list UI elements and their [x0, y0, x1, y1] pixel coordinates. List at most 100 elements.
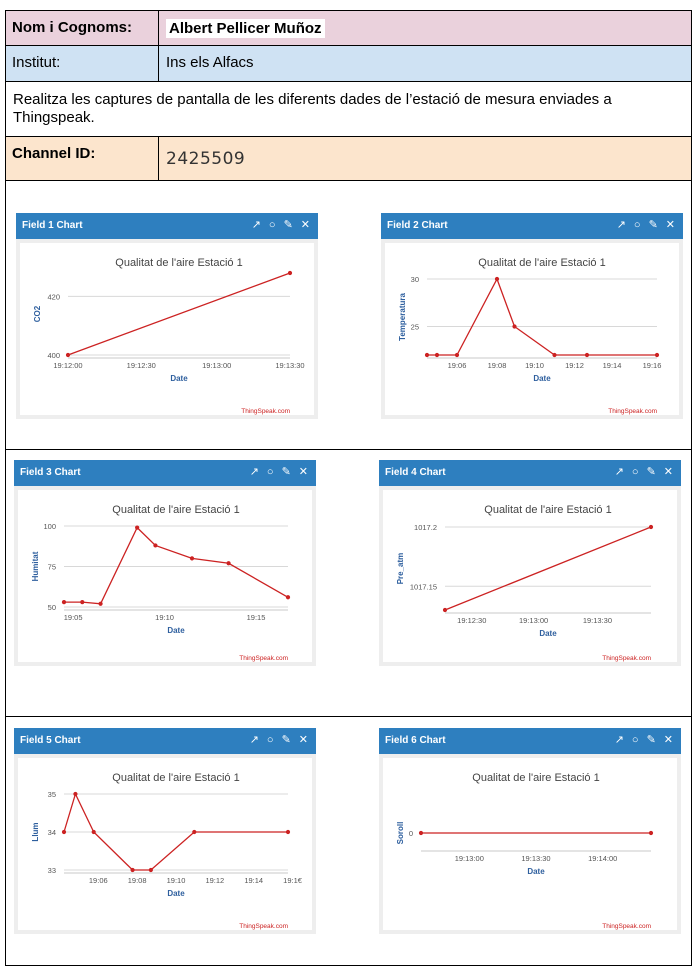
x-tick-label: 19:06: [448, 361, 467, 370]
pencil-icon[interactable]: ✎: [281, 734, 291, 746]
data-point: [552, 352, 557, 358]
data-point: [226, 561, 231, 566]
x-axis-label: Date: [539, 629, 557, 638]
y-axis-label: Soroll: [396, 822, 405, 845]
pencil-icon[interactable]: ✎: [646, 466, 656, 478]
external-link-icon[interactable]: ↗: [614, 734, 624, 746]
widget-title: Field 2 Chart: [387, 220, 448, 231]
x-tick-label: 19:08: [488, 361, 507, 370]
field-3-chart: Qualitat de l'aire Estació 1 50 75 100 19:05…: [31, 504, 291, 662]
channel-value: 2425509: [166, 149, 246, 169]
data-point: [189, 556, 195, 561]
y-tick-label: 1017.2: [414, 523, 437, 532]
x-tick-label: 19:14:00: [588, 854, 617, 863]
series-line: [444, 526, 652, 611]
x-tick-label: 19:1€: [283, 876, 303, 885]
external-link-icon[interactable]: ↗: [614, 466, 624, 478]
x-tick-label: 19:16: [643, 361, 662, 370]
data-point: [434, 352, 440, 358]
data-point: [61, 829, 67, 835]
x-tick-label: 19:13:00: [519, 616, 548, 625]
field-5-chart: Qualitat de l'aire Estació 1 33 34 35 19:06 1…: [31, 772, 303, 930]
chart-body: Qualitat de l'aire Estació 1 400 420 19:12:…: [20, 243, 314, 415]
y-tick-label: 30: [411, 275, 419, 284]
x-tick-label: 19:13:00: [455, 854, 484, 863]
x-tick-label: 19:13:30: [521, 854, 550, 863]
close-icon[interactable]: ✕: [298, 734, 308, 746]
y-tick-label: 25: [411, 323, 419, 332]
y-tick-label: 50: [48, 603, 56, 612]
external-link-icon[interactable]: ↗: [249, 466, 259, 478]
chart-body: Qualitat de l'aire Estació 1 33 34 35 19:06 1…: [18, 758, 312, 930]
x-axis-label: Date: [170, 374, 188, 383]
comment-icon[interactable]: ○: [631, 466, 639, 478]
comment-icon[interactable]: ○: [633, 219, 641, 231]
pencil-icon[interactable]: ✎: [281, 466, 291, 478]
data-point: [287, 270, 293, 276]
chart-title: Qualitat de l'aire Estació 1: [112, 772, 239, 784]
x-tick-label: 19:14: [603, 361, 622, 370]
y-axis-label: Llum: [31, 822, 40, 841]
close-icon[interactable]: ✕: [665, 219, 675, 231]
chart-title: Qualitat de l'aire Estació 1: [478, 257, 605, 269]
instructions-text: Realitza les captures de pantalla de les…: [13, 91, 612, 126]
x-tick-label: 19:12: [205, 876, 224, 885]
widget-header: Field 3 Chart ↗ ○ ✎ ✕: [14, 460, 316, 486]
widget-header: Field 1 Chart ↗ ○ ✎ ✕: [16, 213, 318, 239]
data-point: [153, 543, 158, 548]
pencil-icon[interactable]: ✎: [283, 219, 293, 231]
comment-icon[interactable]: ○: [268, 219, 276, 231]
x-tick-label: 19:08: [128, 876, 147, 885]
close-icon[interactable]: ✕: [663, 734, 673, 746]
institut-label: Institut:: [6, 46, 159, 82]
x-axis-label: Date: [167, 889, 185, 898]
widget-title: Field 6 Chart: [385, 735, 446, 746]
widget-title: Field 3 Chart: [20, 467, 81, 478]
field-4-chart: Qualitat de l'aire Estació 1 1017.15 1017.…: [396, 504, 654, 662]
field-1-widget: Field 1 Chart ↗ ○ ✎ ✕ Qualitat de l'aire Es…: [16, 213, 318, 419]
close-icon[interactable]: ✕: [300, 219, 310, 231]
series-line: [64, 526, 289, 605]
x-tick-label: 19:12:30: [127, 361, 156, 370]
external-link-icon[interactable]: ↗: [616, 219, 626, 231]
channel-label: Channel ID:: [6, 137, 159, 180]
data-point: [192, 829, 197, 835]
comment-icon[interactable]: ○: [266, 734, 274, 746]
charts-section-2: [5, 448, 692, 717]
name-value-cell: Albert Pellicer Muñoz: [159, 11, 691, 46]
data-point: [494, 276, 500, 282]
chart-body: Qualitat de l'aire Estació 1 1017.15 1017.…: [383, 490, 677, 662]
external-link-icon[interactable]: ↗: [249, 734, 259, 746]
field-2-chart: Qualitat de l'aire Estació 1 25 30 19:06 19:…: [398, 257, 662, 415]
chart-title: Qualitat de l'aire Estació 1: [112, 504, 239, 516]
data-point: [148, 867, 153, 873]
pencil-icon[interactable]: ✎: [646, 734, 656, 746]
y-tick-label: 1017.15: [410, 582, 437, 591]
thingspeak-credit: ThingSpeak.com: [241, 408, 290, 415]
comment-icon[interactable]: ○: [266, 466, 274, 478]
widget-header: Field 6 Chart ↗ ○ ✎ ✕: [379, 728, 681, 754]
y-tick-label: 34: [48, 828, 56, 837]
data-point: [65, 352, 71, 358]
data-point: [91, 829, 96, 835]
institut-value: Ins els Alfacs: [166, 54, 254, 71]
comment-icon[interactable]: ○: [631, 734, 639, 746]
series-line: [427, 277, 657, 356]
data-point: [61, 600, 67, 605]
external-link-icon[interactable]: ↗: [251, 219, 261, 231]
pencil-icon[interactable]: ✎: [648, 219, 658, 231]
field-6-widget: Field 6 Chart ↗ ○ ✎ ✕ Qualitat de l'aire Es…: [379, 728, 681, 934]
y-axis-label: Humitat: [31, 551, 40, 581]
data-point: [442, 607, 448, 613]
name-value: Albert Pellicer Muñoz: [166, 19, 325, 38]
chart-body: Qualitat de l'aire Estació 1 50 75 100 19:05…: [18, 490, 312, 662]
widget-header: Field 2 Chart ↗ ○ ✎ ✕: [381, 213, 683, 239]
close-icon[interactable]: ✕: [663, 466, 673, 478]
field-6-chart: Qualitat de l'aire Estació 1 0 19:13:00 19:…: [396, 772, 654, 930]
data-point: [648, 524, 654, 530]
close-icon[interactable]: ✕: [298, 466, 308, 478]
x-axis-label: Date: [167, 626, 185, 635]
chart-title: Qualitat de l'aire Estació 1: [484, 504, 611, 516]
field-3-widget: Field 3 Chart ↗ ○ ✎ ✕ Qualitat de l'aire Es…: [14, 460, 316, 666]
channel-row: Channel ID: 2425509: [5, 136, 692, 181]
